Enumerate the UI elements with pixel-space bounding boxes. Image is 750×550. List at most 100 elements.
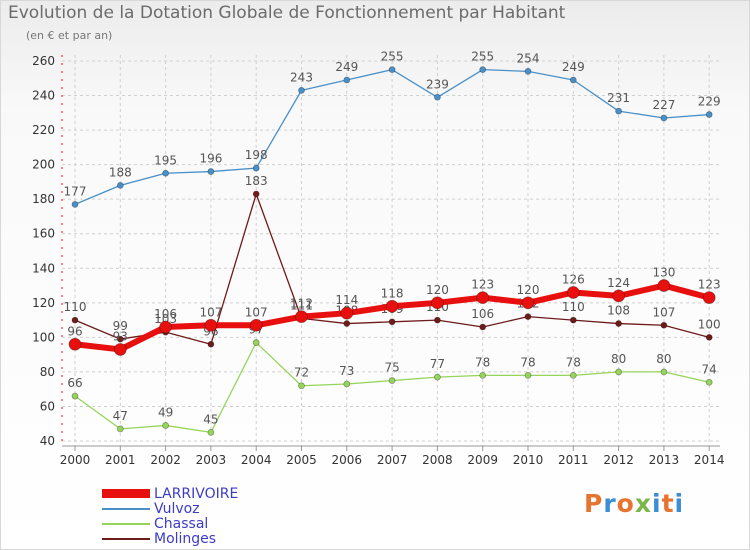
data-label-larrivoire-2007: 118: [381, 286, 404, 300]
point-larrivoire-2006: [340, 306, 354, 320]
data-label-vulvoz-2010: 254: [517, 51, 540, 65]
point-molinges-2011: [569, 316, 577, 324]
data-label-vulvoz-2009: 255: [471, 50, 494, 64]
data-label-molinges-2009: 106: [471, 307, 494, 321]
y-tick-label-100: 100: [32, 330, 55, 344]
data-label-molinges-2005: 111: [290, 298, 313, 312]
data-label-chassal-2007: 75: [384, 361, 399, 375]
x-tick-label-2002: 2002: [150, 453, 181, 467]
point-molinges-2009: [479, 323, 487, 331]
data-label-chassal-2009: 78: [475, 355, 490, 369]
point-molinges-2013: [660, 321, 668, 329]
legend-label-larrivoire: LARRIVOIRE: [154, 485, 239, 502]
data-label-molinges-2011: 110: [562, 300, 585, 314]
point-larrivoire-2002: [159, 320, 173, 334]
legend-item-chassal: Chassal: [102, 516, 238, 532]
point-vulvoz-2005: [298, 86, 305, 94]
data-label-larrivoire-2005: 112: [290, 297, 313, 311]
data-label-chassal-2010: 78: [520, 355, 535, 369]
legend-swatch-chassal: [102, 522, 150, 525]
point-molinges-2007: [388, 318, 396, 326]
data-label-chassal-2003: 45: [203, 412, 218, 426]
x-tick-label-2004: 2004: [241, 453, 272, 467]
data-label-chassal-2002: 49: [158, 405, 173, 419]
point-larrivoire-2008: [430, 296, 444, 310]
data-label-vulvoz-2003: 196: [199, 152, 222, 166]
point-vulvoz-2012: [615, 107, 622, 115]
x-tick-label-2008: 2008: [422, 453, 453, 467]
data-label-larrivoire-2011: 126: [562, 272, 585, 286]
data-label-chassal-2000: 66: [67, 376, 82, 390]
point-larrivoire-2003: [204, 318, 218, 332]
x-tick-label-2000: 2000: [60, 453, 91, 467]
data-label-chassal-2008: 77: [430, 357, 445, 371]
x-tick-label-2014: 2014: [694, 453, 725, 467]
data-label-chassal-2001: 47: [113, 409, 128, 423]
point-chassal-2004: [252, 339, 260, 346]
point-larrivoire-2012: [612, 289, 625, 303]
data-label-larrivoire-2006: 114: [335, 293, 358, 307]
x-tick-label-2003: 2003: [196, 453, 227, 467]
point-larrivoire-2014: [702, 291, 716, 305]
point-chassal-2009: [479, 371, 487, 379]
point-larrivoire-2000: [68, 337, 82, 351]
legend-item-larrivoire: LARRIVOIRE: [102, 485, 239, 502]
data-label-molinges-2013: 107: [652, 305, 675, 319]
point-vulvoz-2010: [524, 67, 532, 75]
y-tick-label-200: 200: [32, 158, 55, 172]
chart-subtitle: (en € et par an): [26, 29, 113, 42]
x-tick-label-2012: 2012: [603, 453, 634, 467]
point-vulvoz-2008: [433, 93, 441, 101]
point-chassal-2007: [388, 377, 396, 384]
point-molinges-2008: [433, 316, 441, 324]
point-vulvoz-2004: [252, 164, 260, 172]
data-label-larrivoire-2013: 130: [652, 266, 675, 280]
y-tick-label-60: 60: [40, 399, 55, 413]
data-label-vulvoz-2008: 239: [426, 77, 449, 91]
data-label-vulvoz-2005: 243: [290, 70, 313, 84]
data-label-chassal-2005: 72: [294, 366, 309, 380]
data-label-molinges-2002: 103: [154, 312, 177, 326]
point-chassal-2013: [660, 368, 668, 376]
data-label-chassal-2012: 80: [611, 352, 626, 366]
data-label-chassal-2013: 80: [656, 352, 671, 366]
proxiti-logo: Proxiti: [584, 489, 685, 518]
y-tick-label-40: 40: [40, 434, 55, 448]
point-chassal-2001: [116, 425, 124, 433]
data-label-vulvoz-2004: 198: [245, 148, 268, 162]
point-larrivoire-2010: [521, 296, 535, 310]
point-chassal-2012: [615, 368, 622, 376]
legend: LARRIVOIRE Vulvoz Chassal Molinges: [102, 485, 239, 547]
x-tick-label-2006: 2006: [332, 453, 363, 467]
data-label-larrivoire-2010: 120: [517, 283, 540, 297]
data-label-larrivoire-2012: 124: [607, 276, 630, 290]
point-molinges-2003: [207, 340, 215, 348]
data-label-larrivoire-2003: 107: [199, 305, 222, 319]
point-molinges-2004: [252, 190, 260, 198]
x-tick-label-2010: 2010: [513, 453, 544, 467]
x-tick-label-2007: 2007: [377, 453, 408, 467]
y-tick-label-220: 220: [32, 123, 55, 137]
y-tick-label-240: 240: [32, 89, 55, 103]
data-label-vulvoz-2001: 188: [109, 165, 132, 179]
point-larrivoire-2009: [476, 291, 490, 305]
point-chassal-2003: [207, 428, 215, 436]
point-vulvoz-2009: [479, 66, 487, 74]
data-label-vulvoz-2007: 255: [381, 50, 404, 64]
data-label-larrivoire-2001: 93: [113, 329, 128, 343]
data-label-molinges-2012: 108: [607, 304, 630, 318]
y-tick-label-260: 260: [32, 54, 55, 68]
data-label-molinges-2014: 100: [698, 317, 721, 331]
point-larrivoire-2001: [113, 343, 127, 356]
point-chassal-2014: [705, 378, 713, 386]
point-molinges-2014: [705, 333, 713, 341]
point-chassal-2005: [298, 382, 305, 390]
point-molinges-2006: [343, 320, 351, 327]
x-tick-label-2001: 2001: [105, 453, 136, 467]
legend-item-vulvoz: Vulvoz: [102, 501, 238, 517]
point-vulvoz-2013: [660, 114, 668, 122]
point-molinges-2010: [524, 313, 532, 321]
point-vulvoz-2006: [343, 76, 351, 84]
point-vulvoz-2014: [705, 111, 713, 118]
